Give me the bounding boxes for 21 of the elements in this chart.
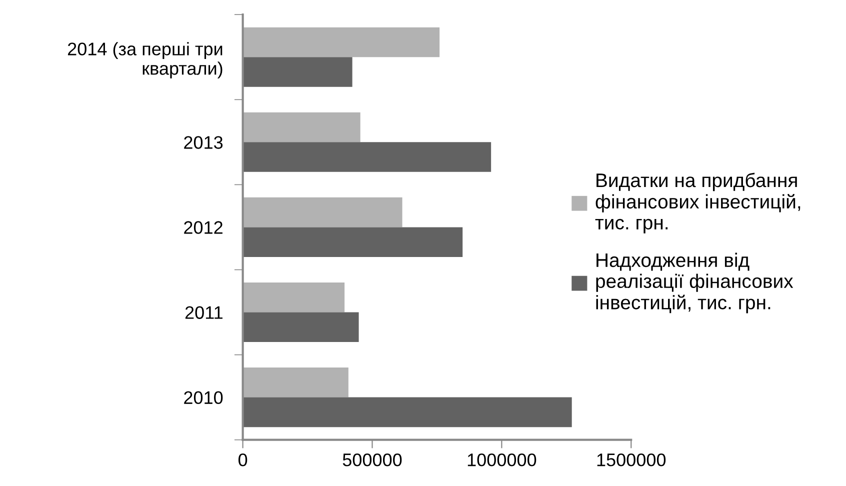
y-tick-label: 2010	[184, 391, 223, 404]
bar	[242, 27, 440, 58]
x-tick-label: 1000000	[468, 454, 536, 466]
y-tick-label: 2013	[184, 136, 223, 149]
bar	[242, 397, 572, 428]
bar	[242, 227, 463, 257]
y-tick-label: 2014 (за перші три квартали)	[68, 42, 222, 78]
y-tick-label: 2011	[185, 306, 222, 319]
y-tick-label: 2012	[184, 221, 222, 234]
bar	[242, 197, 402, 228]
x-tick-label: 500000	[342, 454, 402, 466]
x-tick-label: 1500000	[597, 454, 666, 466]
legend-label: Надходження від реалізації фінансових інвестицій, тис. грн.	[596, 252, 794, 314]
bar	[242, 112, 360, 142]
bar	[242, 142, 492, 172]
x-tick-label: 0	[238, 454, 248, 466]
bar	[242, 282, 345, 312]
bar	[242, 57, 352, 87]
bar	[242, 368, 348, 398]
legend-label: Видатки на придбання фінансових інвестицій, тис. грн.	[595, 172, 800, 234]
bar	[242, 312, 359, 342]
